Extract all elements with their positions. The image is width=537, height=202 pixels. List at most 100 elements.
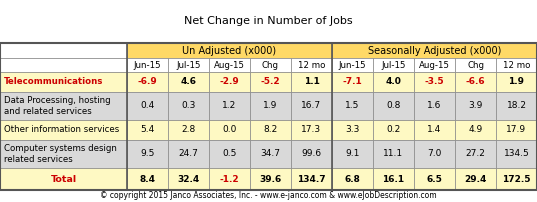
Text: 2.8: 2.8: [182, 125, 195, 135]
Text: Telecommunications: Telecommunications: [4, 78, 104, 86]
Bar: [373, 120, 414, 140]
Bar: [127, 92, 168, 120]
Bar: [455, 92, 496, 120]
Text: 6.8: 6.8: [345, 175, 360, 183]
Bar: [209, 140, 250, 168]
Text: Aug-15: Aug-15: [214, 61, 245, 69]
Text: 134.5: 134.5: [504, 149, 529, 159]
Bar: [291, 120, 332, 140]
Bar: [127, 43, 332, 58]
Text: 39.6: 39.6: [259, 175, 281, 183]
Text: 5.4: 5.4: [140, 125, 155, 135]
Bar: [373, 72, 414, 92]
Text: Jun-15: Jun-15: [134, 61, 161, 69]
Bar: [0, 168, 127, 190]
Text: 4.9: 4.9: [468, 125, 483, 135]
Text: © copyright 2015 Janco Associates, Inc. - www.e-janco.com & www.eJobDescription.: © copyright 2015 Janco Associates, Inc. …: [100, 191, 437, 201]
Bar: [0, 120, 127, 140]
Bar: [0, 43, 537, 190]
Bar: [0, 58, 127, 72]
Text: -5.2: -5.2: [260, 78, 280, 86]
Bar: [496, 140, 537, 168]
Text: Total: Total: [50, 175, 77, 183]
Text: -6.9: -6.9: [137, 78, 157, 86]
Text: 3.3: 3.3: [345, 125, 360, 135]
Bar: [496, 120, 537, 140]
Text: -1.2: -1.2: [220, 175, 240, 183]
Bar: [414, 168, 455, 190]
Bar: [332, 92, 373, 120]
Text: -2.9: -2.9: [220, 78, 240, 86]
Bar: [168, 120, 209, 140]
Bar: [332, 168, 373, 190]
Text: 4.6: 4.6: [180, 78, 197, 86]
Text: 1.1: 1.1: [303, 78, 320, 86]
Bar: [414, 120, 455, 140]
Bar: [0, 72, 127, 92]
Text: Jul-15: Jul-15: [381, 61, 406, 69]
Text: 16.1: 16.1: [382, 175, 404, 183]
Text: Jun-15: Jun-15: [339, 61, 366, 69]
Bar: [332, 58, 373, 72]
Text: 7.0: 7.0: [427, 149, 442, 159]
Text: 9.1: 9.1: [345, 149, 360, 159]
Bar: [250, 58, 291, 72]
Bar: [455, 58, 496, 72]
Bar: [373, 168, 414, 190]
Bar: [168, 140, 209, 168]
Text: 32.4: 32.4: [177, 175, 200, 183]
Text: 34.7: 34.7: [260, 149, 280, 159]
Bar: [0, 92, 127, 120]
Bar: [127, 58, 168, 72]
Text: Other information services: Other information services: [4, 125, 119, 135]
Text: 0.5: 0.5: [222, 149, 237, 159]
Text: Computer systems design
related services: Computer systems design related services: [4, 144, 117, 164]
Bar: [209, 120, 250, 140]
Bar: [496, 58, 537, 72]
Bar: [291, 72, 332, 92]
Text: 1.6: 1.6: [427, 101, 442, 110]
Bar: [455, 72, 496, 92]
Text: 8.4: 8.4: [140, 175, 156, 183]
Text: 4.0: 4.0: [386, 78, 402, 86]
Text: 3.9: 3.9: [468, 101, 483, 110]
Bar: [332, 43, 537, 58]
Text: -7.1: -7.1: [343, 78, 362, 86]
Text: 0.2: 0.2: [387, 125, 401, 135]
Text: 6.5: 6.5: [426, 175, 442, 183]
Bar: [414, 140, 455, 168]
Text: Chg: Chg: [262, 61, 279, 69]
Text: 134.7: 134.7: [297, 175, 326, 183]
Bar: [0, 43, 127, 58]
Bar: [209, 168, 250, 190]
Bar: [250, 120, 291, 140]
Text: Data Processing, hosting
and related services: Data Processing, hosting and related ser…: [4, 96, 111, 116]
Text: 11.1: 11.1: [383, 149, 404, 159]
Bar: [168, 72, 209, 92]
Text: Seasonally Adjusted (x000): Seasonally Adjusted (x000): [368, 45, 501, 56]
Text: 1.4: 1.4: [427, 125, 441, 135]
Text: 9.5: 9.5: [140, 149, 155, 159]
Bar: [209, 58, 250, 72]
Bar: [332, 72, 373, 92]
Text: 172.5: 172.5: [502, 175, 531, 183]
Bar: [0, 140, 127, 168]
Text: 12 mo: 12 mo: [298, 61, 325, 69]
Text: 27.2: 27.2: [466, 149, 485, 159]
Bar: [291, 92, 332, 120]
Text: 24.7: 24.7: [179, 149, 199, 159]
Bar: [250, 72, 291, 92]
Bar: [250, 92, 291, 120]
Bar: [414, 72, 455, 92]
Text: 8.2: 8.2: [263, 125, 278, 135]
Text: 17.3: 17.3: [301, 125, 322, 135]
Text: 0.4: 0.4: [140, 101, 155, 110]
Bar: [209, 72, 250, 92]
Bar: [373, 140, 414, 168]
Bar: [250, 140, 291, 168]
Bar: [373, 92, 414, 120]
Bar: [496, 168, 537, 190]
Bar: [414, 58, 455, 72]
Text: Aug-15: Aug-15: [419, 61, 450, 69]
Text: -3.5: -3.5: [425, 78, 444, 86]
